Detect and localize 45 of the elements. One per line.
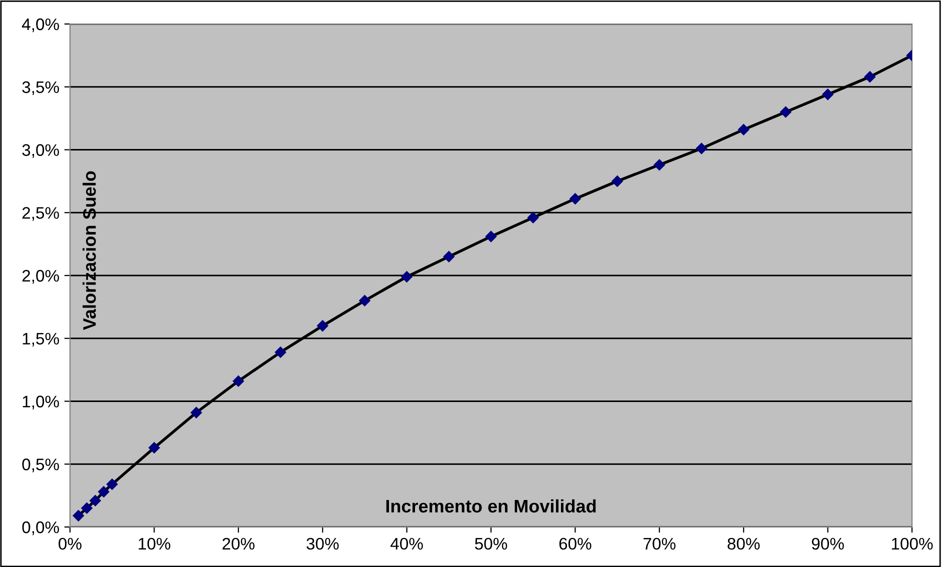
- point: [864, 71, 876, 82]
- point: [527, 212, 539, 224]
- y-tick-label: 0,5%: [22, 458, 59, 472]
- point: [106, 478, 118, 490]
- x-tick-label: 90%: [812, 538, 844, 550]
- x-tick-label: 60%: [559, 538, 592, 550]
- point: [401, 271, 412, 282]
- x-tick-label: 50%: [474, 538, 508, 550]
- point: [81, 502, 92, 514]
- point: [570, 193, 581, 204]
- point: [696, 142, 708, 154]
- point: [485, 230, 497, 242]
- y-tick-label: 1,5%: [22, 332, 59, 347]
- point: [72, 510, 84, 522]
- y-tick-label: 1,0%: [22, 396, 59, 410]
- y-tick-label: 2,5%: [22, 207, 59, 221]
- x-tick-label: 20%: [222, 538, 254, 550]
- y-tick-label: 2,0%: [22, 270, 59, 284]
- point: [612, 176, 623, 187]
- point: [98, 486, 110, 498]
- point: [738, 124, 750, 136]
- x-tick-label: 80%: [728, 538, 760, 550]
- point: [780, 106, 792, 118]
- x-tick-label: 70%: [644, 538, 676, 550]
- x-tick-label: 0%: [58, 538, 82, 550]
- y-tick-label: 3,0%: [22, 144, 59, 158]
- point: [148, 442, 160, 454]
- point: [316, 320, 328, 332]
- x-axis-title: Incremento en Movilidad: [386, 499, 596, 513]
- y-axis-title: Valorizacion Suelo: [82, 171, 96, 330]
- point: [822, 88, 834, 100]
- point: [232, 376, 244, 387]
- x-tick-label: 30%: [306, 538, 339, 550]
- point: [359, 295, 370, 306]
- x-tick-label: 40%: [390, 538, 423, 550]
- point: [90, 494, 101, 506]
- point: [443, 251, 455, 262]
- y-tick-label: 3,5%: [22, 81, 59, 96]
- y-tick-label: 4,0%: [22, 18, 59, 32]
- x-tick-label: 10%: [138, 538, 170, 550]
- point: [274, 346, 286, 358]
- point: [654, 159, 666, 170]
- point: [190, 406, 202, 418]
- y-tick-label: 0,0%: [22, 521, 59, 536]
- x-tick-label: 100%: [892, 538, 933, 550]
